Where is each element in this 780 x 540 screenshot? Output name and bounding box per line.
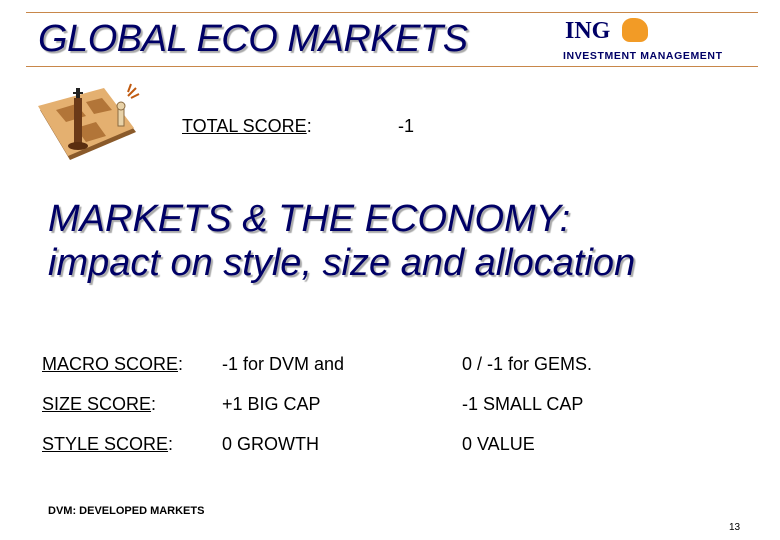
slide-title: GLOBAL ECO MARKETS — [38, 18, 468, 60]
chess-icon — [38, 83, 140, 160]
score-row-macro: MACRO SCORE: — [42, 354, 184, 374]
score-macro-col1: -1 for DVM and — [222, 354, 345, 374]
score-size-col1: +1 BIG CAP — [222, 394, 321, 414]
lion-icon — [622, 18, 648, 42]
section-heading: MARKETS & THE ECONOMY: — [48, 198, 571, 240]
total-score-value: -1 — [398, 116, 415, 136]
footnote: DVM: DEVELOPED MARKETS — [48, 505, 205, 517]
total-score-label: TOTAL SCORE: — [182, 116, 312, 136]
score-macro-col2: 0 / -1 for GEMS. — [462, 354, 593, 374]
section-subheading: impact on style, size and allocation — [48, 242, 636, 284]
top-rule — [26, 12, 758, 13]
score-row-size: SIZE SCORE: — [42, 394, 157, 414]
page-number: 13 — [729, 522, 741, 533]
ing-logo-subtitle: INVESTMENT MANAGEMENT — [563, 50, 723, 62]
header-rule — [26, 66, 758, 67]
ing-logo: ING — [565, 18, 611, 44]
score-row-style: STYLE SCORE: — [42, 434, 174, 454]
score-size-col2: -1 SMALL CAP — [462, 394, 584, 414]
score-style-col2: 0 VALUE — [462, 434, 535, 454]
score-style-col1: 0 GROWTH — [222, 434, 319, 454]
